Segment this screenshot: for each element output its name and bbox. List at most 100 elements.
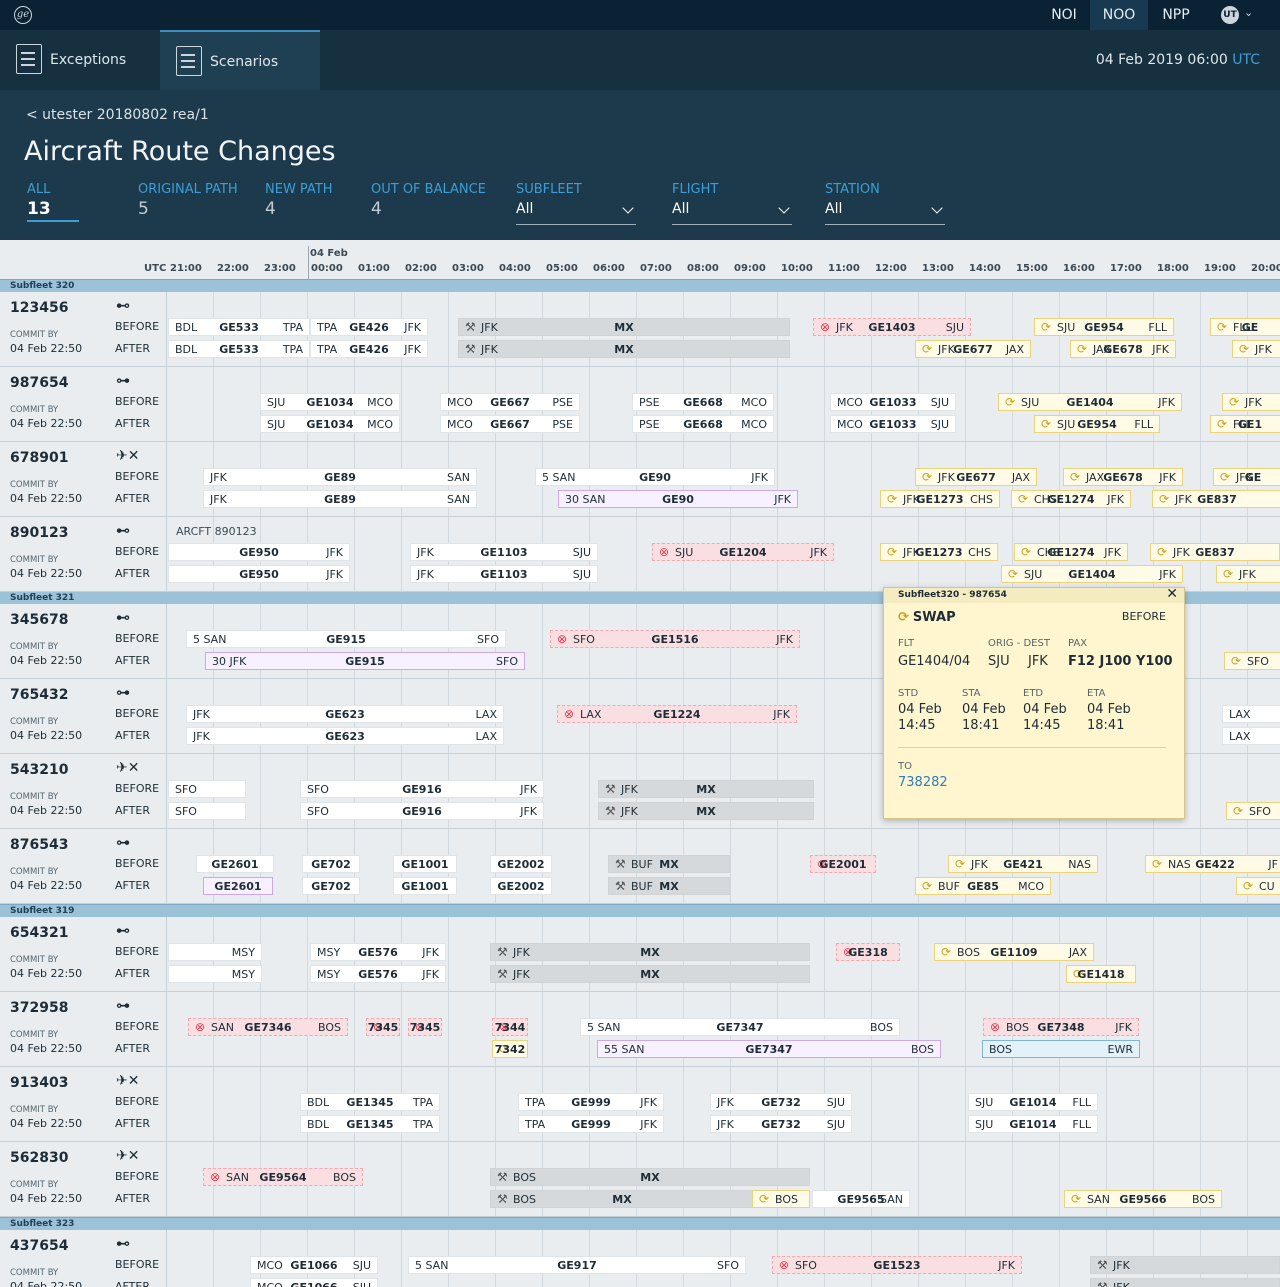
flight-block[interactable]: ⟳ JFK GE [1213,468,1280,486]
flight-block[interactable]: ⊗ SAN GE7346 BOS [188,1018,348,1036]
flight-block[interactable]: LAX [1222,705,1280,723]
flight-block[interactable]: ⟳ BOS GE1109 JAX [934,943,1094,961]
flight-block[interactable]: ⟳ CHS GE1274 JFK [1011,490,1131,508]
flight-block[interactable]: ⟳ JFK GE1273 CHS [880,543,998,561]
flight-block[interactable]: ⟳ SFO [1224,652,1280,670]
flight-block[interactable]: BDL GE1345 TPA [300,1115,440,1133]
flight-block[interactable]: JFK GE623 LAX [186,727,504,745]
flight-block[interactable]: ⟳ JAX GE678 JFK [1070,340,1176,358]
flight-block[interactable]: MCO GE1033 SJU [830,393,956,411]
tab-exceptions[interactable]: Exceptions [0,30,160,90]
aircraft-id[interactable]: 765432 [10,687,69,703]
flight-block[interactable]: ⟳ SAN GE9566 BOS [1064,1190,1222,1208]
nav-noo[interactable]: NOO [1090,0,1148,30]
flight-block[interactable]: GE1001 [393,855,457,873]
flight-block[interactable]: JFK GE732 SJU [710,1115,852,1133]
flight-block[interactable]: ⊗ GE2001 [810,855,876,873]
flight-block[interactable]: SJU GE1014 FLL [968,1093,1098,1111]
aircraft-id[interactable]: 123456 [10,300,69,316]
flight-block[interactable]: ⚒ JFK MX [490,965,810,983]
flight-block[interactable]: ⊗ LAX GE1224 JFK [557,705,797,723]
flight-block[interactable]: MSY GE576 JFK [310,943,446,961]
flight-block[interactable]: ⊗ BOS GE7348 JFK [983,1018,1139,1036]
tab-scenarios[interactable]: Scenarios [160,30,320,90]
flight-block[interactable]: 5 SAN GE915 SFO [186,630,506,648]
aircraft-id[interactable]: 890123 [10,525,69,541]
close-icon[interactable]: ✕ [1166,586,1178,602]
flight-block[interactable]: GE1001 [393,877,457,895]
aircraft-id[interactable]: 876543 [10,837,69,853]
subfleet-dropdown[interactable]: SUBFLEET All [516,182,636,225]
flight-block[interactable]: 55 SAN GE7347 BOS [597,1040,941,1058]
flight-block[interactable]: ⚒ BOS MX [490,1168,810,1186]
flight-block[interactable]: MCO GE1066 SJU [250,1256,378,1274]
flight-block[interactable]: ⟳ JAX GE678 JFK [1063,468,1183,486]
flight-block[interactable]: LAX [1222,727,1280,745]
flight-block[interactable]: ⟳ SJU GE1404 JFK [1001,565,1183,583]
flight-block[interactable]: ⟳ GE1418 [1066,965,1136,983]
flight-block[interactable]: ⚒ JFK MX [458,318,790,336]
flight-block[interactable]: JFK GE1103 SJU [410,565,598,583]
flight-block[interactable]: TPA GE999 JFK [518,1115,664,1133]
flight-block[interactable]: ⟳ JFK GE677 JAX [915,468,1037,486]
flight-block[interactable]: ⟳ JFK GE1273 CHS [880,490,1000,508]
flight-block[interactable]: TPA GE426 JFK [310,340,428,358]
flight-block[interactable]: MCO GE1066 SJU [250,1278,378,1287]
aircraft-id[interactable]: 654321 [10,925,69,941]
filter-all[interactable]: ALL 13 [27,182,79,222]
flight-block[interactable]: TPA GE999 JFK [518,1093,664,1111]
flight-block[interactable]: SFO [168,780,246,798]
flight-block[interactable]: MCO GE1033 SJU [830,415,956,433]
flight-block[interactable]: PSE GE668 MCO [632,415,774,433]
flight-block[interactable]: JFK GE1103 SJU [410,543,598,561]
flight-block[interactable]: ⟳ SJU GE954 FLL [1034,318,1174,336]
flight-block[interactable]: ⟳ SFO [1226,802,1280,820]
flight-block[interactable]: BDL GE533 TPA [168,340,310,358]
flight-dropdown[interactable]: FLIGHT All [672,182,792,225]
flight-block[interactable]: ⚒ BOS MX [490,1190,754,1208]
flight-block[interactable]: JFK GE623 LAX [186,705,504,723]
flight-block[interactable]: GE702 [302,877,360,895]
filter-out-of-balance[interactable]: OUT OF BALANCE 4 [371,182,486,219]
flight-block[interactable]: ⟳ JFK GE837 [1152,490,1280,508]
flight-block[interactable]: SJU GE1034 MCO [260,415,400,433]
flight-block[interactable]: ⊗ SAN GE9564 BOS [203,1168,363,1186]
nav-npp[interactable]: NPP [1162,7,1190,23]
flight-block[interactable]: MCO GE667 PSE [440,415,580,433]
to-aircraft-link[interactable]: 738282 [898,775,948,790]
flight-block[interactable]: ⟳ BUF GE85 MCO [915,877,1051,895]
flight-block[interactable]: ⚒ JFK MX [598,802,814,820]
flight-block[interactable]: ⟳ 7342 [492,1040,528,1058]
flight-block[interactable]: ⊗ JFK GE1403 SJU [813,318,971,336]
flight-block[interactable]: BDL GE533 TPA [168,318,310,336]
flight-block[interactable]: ⟳ BOS [752,1190,810,1208]
flight-block[interactable]: 30 JFK GE915 SFO [205,652,525,670]
aircraft-id[interactable]: 345678 [10,612,69,628]
aircraft-id[interactable]: 437654 [10,1238,69,1254]
flight-block[interactable]: ⟳ SJU GE954 FLL [1034,415,1160,433]
flight-block[interactable]: BDL GE1345 TPA [300,1093,440,1111]
flight-block[interactable]: GE702 [302,855,360,873]
user-avatar[interactable]: UT [1221,6,1239,24]
aircraft-id[interactable]: 913403 [10,1075,69,1091]
flight-block[interactable]: ⟳ FLL GE1 [1210,415,1280,433]
flight-block[interactable]: GE2002 [490,855,552,873]
flight-block[interactable]: ⟳ SJU GE1404 JFK [998,393,1182,411]
flight-block[interactable]: ⊗ 7345 [408,1018,442,1036]
flight-block[interactable]: ⊗ 7345 [366,1018,400,1036]
flight-block[interactable]: PSE GE668 MCO [632,393,774,411]
aircraft-id[interactable]: 678901 [10,450,69,466]
flight-block[interactable]: ⟳ JFK [1216,565,1280,583]
aircraft-id[interactable]: 372958 [10,1000,69,1016]
flight-block[interactable]: GE2002 [490,877,552,895]
flight-block[interactable]: ⚒ JFK [1090,1256,1280,1274]
flight-block[interactable]: SFO GE916 JFK [300,802,544,820]
breadcrumb[interactable]: < utester 20180802 rea/1 [26,107,209,123]
flight-block[interactable]: JFK GE89 SAN [203,468,477,486]
flight-block[interactable]: ⟳ JFK [1222,393,1280,411]
flight-block[interactable]: ⊗ GE318 [836,943,900,961]
flight-block[interactable]: BOS EWR [982,1040,1140,1058]
flight-block[interactable]: MSY [168,965,262,983]
flight-block[interactable]: ⟳ JFK GE421 NAS [948,855,1098,873]
flight-block[interactable]: ⊗ SFO GE1523 JFK [772,1256,1022,1274]
